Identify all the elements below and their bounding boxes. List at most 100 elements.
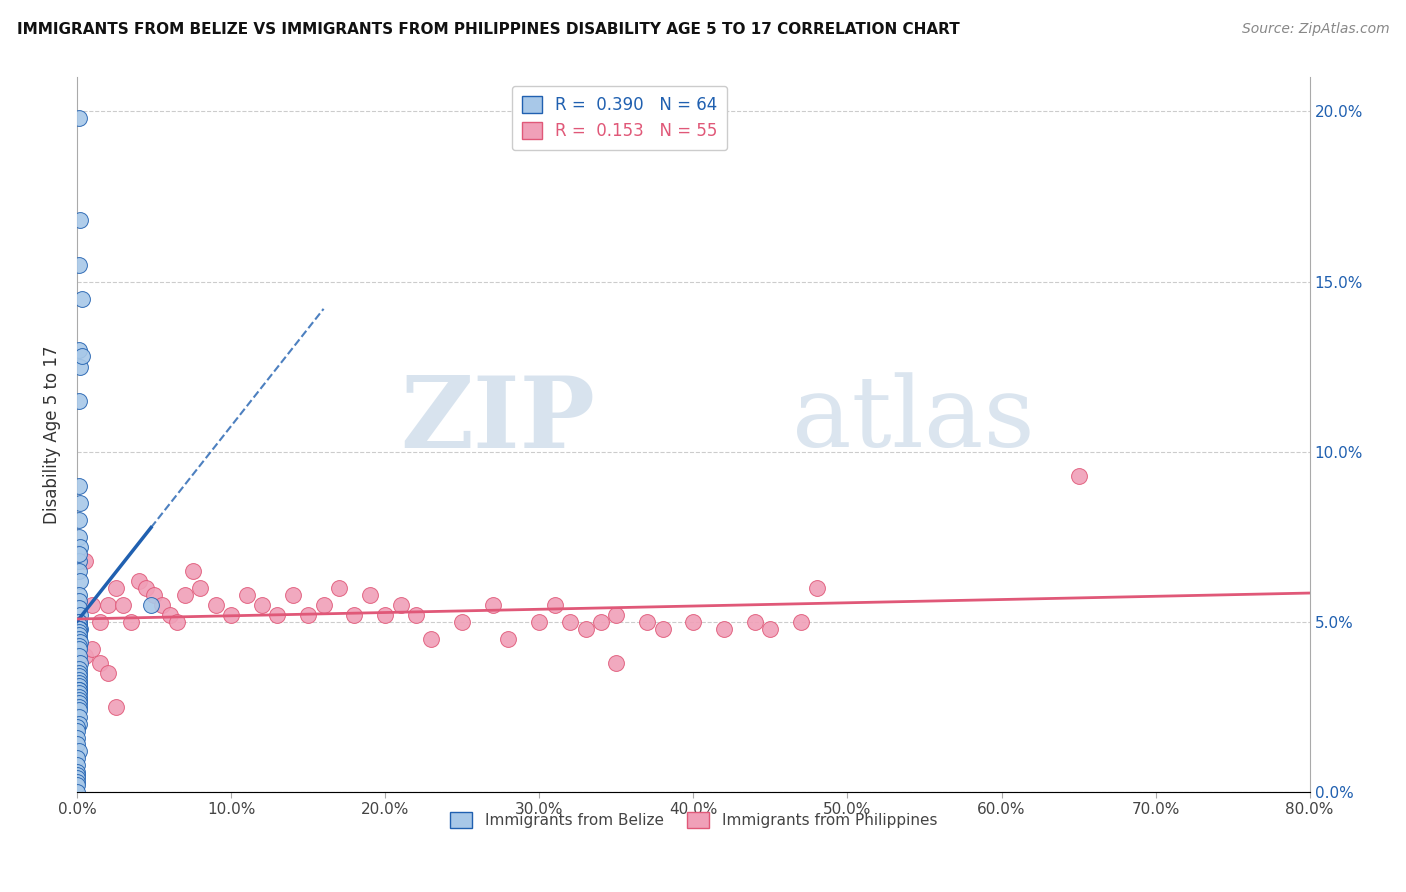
Point <box>359 588 381 602</box>
Point <box>589 615 612 629</box>
Y-axis label: Disability Age 5 to 17: Disability Age 5 to 17 <box>44 345 60 524</box>
Point <box>150 598 173 612</box>
Point <box>69 656 91 670</box>
Point <box>128 574 150 588</box>
Text: IMMIGRANTS FROM BELIZE VS IMMIGRANTS FROM PHILIPPINES DISABILITY AGE 5 TO 17 COR: IMMIGRANTS FROM BELIZE VS IMMIGRANTS FRO… <box>17 22 960 37</box>
Point <box>66 778 89 792</box>
Point <box>69 574 91 588</box>
Point <box>69 622 91 636</box>
Point <box>235 588 257 602</box>
Point <box>67 663 90 677</box>
Point <box>67 622 90 636</box>
Point <box>297 607 319 622</box>
Point <box>67 717 90 731</box>
Point <box>67 690 90 704</box>
Point <box>66 772 89 786</box>
Point <box>343 607 366 622</box>
Point <box>250 598 273 612</box>
Point <box>498 632 520 646</box>
Point <box>67 628 90 642</box>
Point <box>66 737 89 751</box>
Point <box>790 615 813 629</box>
Point <box>166 615 188 629</box>
Point <box>188 581 211 595</box>
Point <box>97 598 120 612</box>
Point <box>605 607 627 622</box>
Point <box>67 686 90 700</box>
Point <box>70 292 93 306</box>
Legend: Immigrants from Belize, Immigrants from Philippines: Immigrants from Belize, Immigrants from … <box>443 806 943 834</box>
Point <box>529 615 551 629</box>
Point <box>66 774 89 789</box>
Point <box>405 607 427 622</box>
Point <box>66 768 89 782</box>
Point <box>67 669 90 683</box>
Point <box>67 618 90 632</box>
Point <box>66 720 89 734</box>
Point <box>420 632 443 646</box>
Point <box>312 598 335 612</box>
Point <box>67 710 90 724</box>
Point <box>67 594 90 608</box>
Point <box>67 343 90 357</box>
Point <box>67 632 90 646</box>
Point <box>67 530 90 544</box>
Point <box>70 350 93 364</box>
Point <box>682 615 704 629</box>
Point <box>67 682 90 697</box>
Point <box>67 699 90 714</box>
Point <box>67 697 90 711</box>
Point <box>558 615 581 629</box>
Point <box>204 598 226 612</box>
Point <box>66 757 89 772</box>
Point <box>67 112 90 126</box>
Point <box>69 540 91 554</box>
Point <box>806 581 828 595</box>
Point <box>73 648 96 663</box>
Point <box>713 622 735 636</box>
Point <box>69 607 91 622</box>
Point <box>328 581 350 595</box>
Point <box>67 625 90 640</box>
Point <box>67 547 90 561</box>
Point <box>73 553 96 567</box>
Point <box>67 693 90 707</box>
Point <box>69 496 91 510</box>
Point <box>67 676 90 690</box>
Point <box>120 615 142 629</box>
Point <box>143 588 166 602</box>
Point <box>67 513 90 527</box>
Point <box>67 601 90 615</box>
Text: ZIP: ZIP <box>399 372 595 469</box>
Point <box>89 615 111 629</box>
Point <box>66 723 89 738</box>
Point <box>67 673 90 687</box>
Point <box>67 648 90 663</box>
Point <box>181 564 204 578</box>
Point <box>544 598 567 612</box>
Point <box>69 359 91 374</box>
Point <box>67 393 90 408</box>
Point <box>574 622 596 636</box>
Point <box>67 479 90 493</box>
Point <box>112 598 135 612</box>
Point <box>66 751 89 765</box>
Point <box>67 258 90 272</box>
Point <box>605 656 627 670</box>
Point <box>67 564 90 578</box>
Point <box>82 598 104 612</box>
Text: atlas: atlas <box>792 373 1035 468</box>
Point <box>759 622 782 636</box>
Point <box>67 553 90 567</box>
Point <box>66 764 89 779</box>
Point <box>67 615 90 629</box>
Point <box>67 744 90 758</box>
Point <box>451 615 474 629</box>
Point <box>104 699 127 714</box>
Point <box>104 581 127 595</box>
Text: Source: ZipAtlas.com: Source: ZipAtlas.com <box>1241 22 1389 37</box>
Point <box>69 213 91 227</box>
Point <box>482 598 505 612</box>
Point <box>67 665 90 680</box>
Point <box>389 598 412 612</box>
